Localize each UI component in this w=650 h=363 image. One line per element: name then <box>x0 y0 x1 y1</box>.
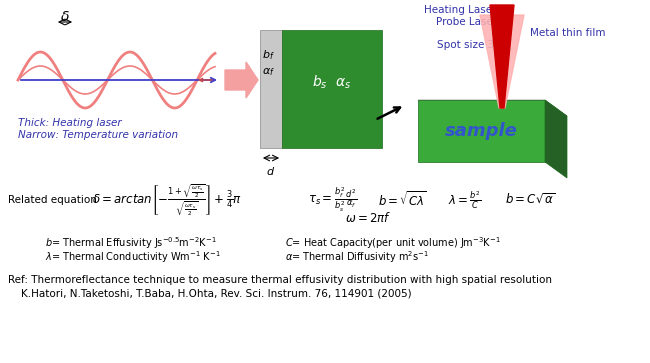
Text: sample: sample <box>445 122 518 140</box>
Polygon shape <box>480 15 524 108</box>
Text: Metal thin film: Metal thin film <box>530 28 606 38</box>
Text: $b=\sqrt{C\lambda}$: $b=\sqrt{C\lambda}$ <box>378 191 427 209</box>
Text: Related equation: Related equation <box>8 195 97 205</box>
Text: $b_s\ \ \alpha_s$: $b_s\ \ \alpha_s$ <box>313 73 352 91</box>
Text: $b$= Thermal Effusivity Js$^{-0.5}$m$^{-2}$K$^{-1}$: $b$= Thermal Effusivity Js$^{-0.5}$m$^{-… <box>45 235 216 251</box>
Polygon shape <box>490 5 514 108</box>
Polygon shape <box>418 100 567 116</box>
Text: K.Hatori, N.Taketoshi, T.Baba, H.Ohta, Rev. Sci. Instrum. 76, 114901 (2005): K.Hatori, N.Taketoshi, T.Baba, H.Ohta, R… <box>8 288 411 298</box>
Text: $d$: $d$ <box>266 165 276 177</box>
Text: Ref: Thermoreflectance technique to measure thermal effusivity distribution with: Ref: Thermoreflectance technique to meas… <box>8 275 552 285</box>
Text: $\lambda=\frac{b^2}{C}$: $\lambda=\frac{b^2}{C}$ <box>448 189 482 211</box>
Text: $\alpha_f$: $\alpha_f$ <box>262 66 275 78</box>
Bar <box>282 30 382 148</box>
Text: Narrow: Temperature variation: Narrow: Temperature variation <box>18 130 178 140</box>
Polygon shape <box>225 62 258 98</box>
Text: Spot size 3μm: Spot size 3μm <box>437 40 511 50</box>
Text: Probe Laser: Probe Laser <box>436 17 497 27</box>
Polygon shape <box>545 100 567 178</box>
Text: $\lambda$= Thermal Conductivity Wm$^{-1}$ K$^{-1}$: $\lambda$= Thermal Conductivity Wm$^{-1}… <box>45 249 221 265</box>
Text: $\omega=2\pi f$: $\omega=2\pi f$ <box>345 211 391 225</box>
Text: $\alpha$= Thermal Diffusivity m$^{2}$s$^{-1}$: $\alpha$= Thermal Diffusivity m$^{2}$s$^… <box>285 249 429 265</box>
Text: $\delta = arctan\left[-\frac{1+\sqrt{\frac{\omega\tau_s}{2}}}{\sqrt{\frac{\omega: $\delta = arctan\left[-\frac{1+\sqrt{\fr… <box>92 182 242 218</box>
Text: $\tau_s=\frac{b_f^2}{b_s^2}\frac{d^2}{\alpha_f}$: $\tau_s=\frac{b_f^2}{b_s^2}\frac{d^2}{\a… <box>308 186 358 214</box>
Polygon shape <box>418 100 545 162</box>
Text: $b=C\sqrt{\alpha}$: $b=C\sqrt{\alpha}$ <box>505 193 555 207</box>
Text: Thick: Heating laser: Thick: Heating laser <box>18 118 122 128</box>
Text: $b_f$: $b_f$ <box>262 48 275 62</box>
Bar <box>260 30 282 148</box>
Text: Heating Laser: Heating Laser <box>424 5 497 15</box>
Text: $\delta$: $\delta$ <box>60 10 70 24</box>
Text: $C$= Heat Capacity(per unit volume) Jm$^{-3}$K$^{-1}$: $C$= Heat Capacity(per unit volume) Jm$^… <box>285 235 500 251</box>
